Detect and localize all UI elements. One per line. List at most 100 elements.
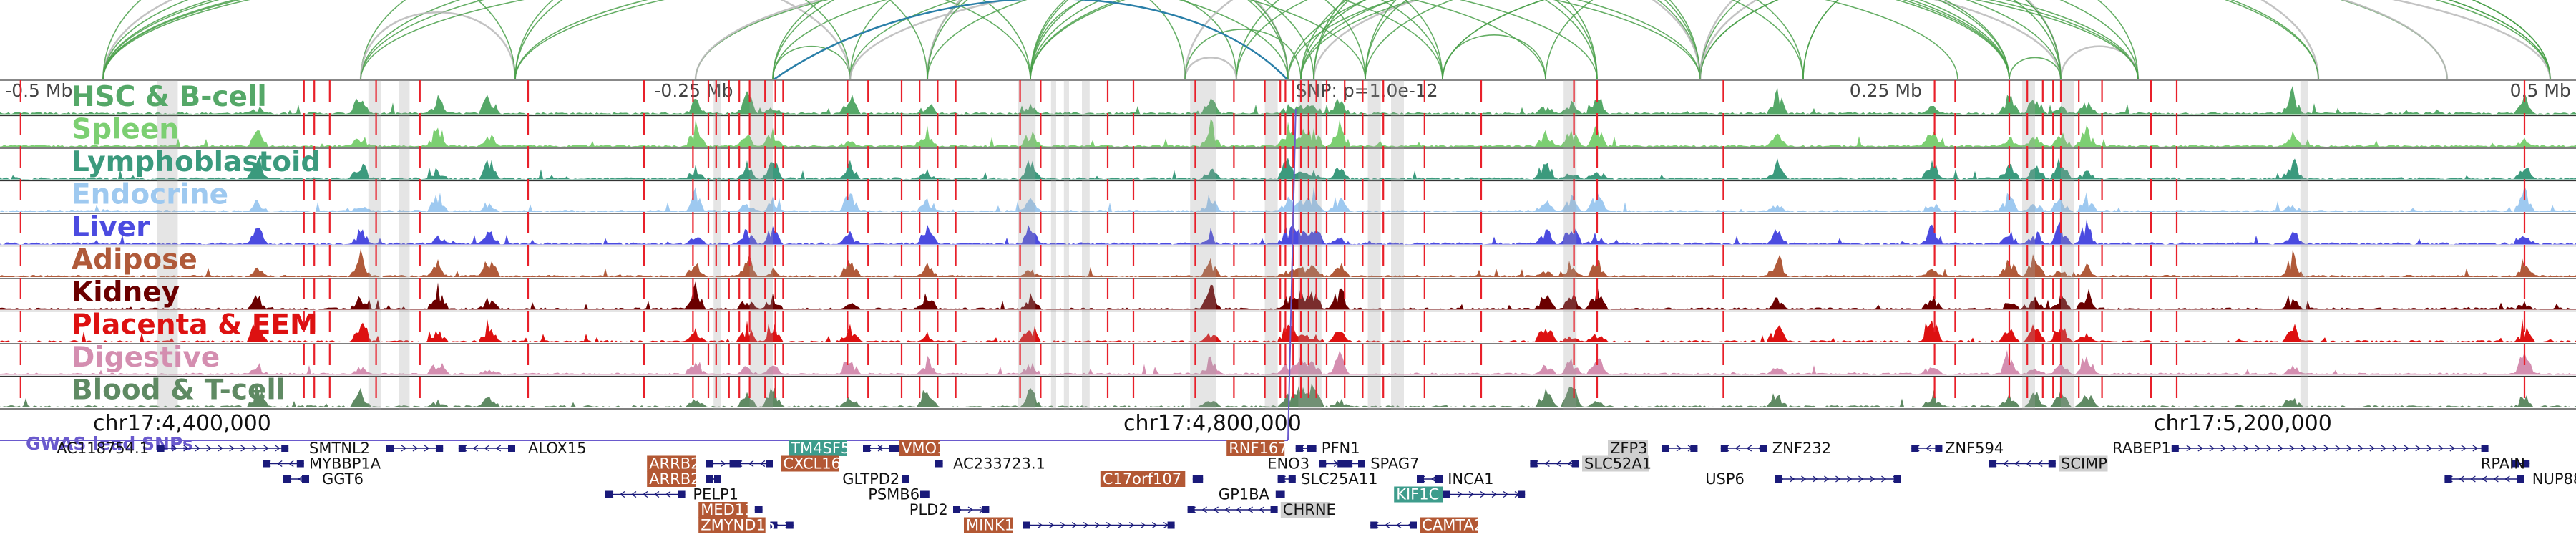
- loop-arc: [1030, 0, 1237, 81]
- gene[interactable]: ZNF232: [1720, 440, 1831, 457]
- signal-track: [0, 86, 2576, 117]
- highlight-band: [1367, 80, 1381, 410]
- gene[interactable]: RABEP1: [2112, 440, 2489, 457]
- signal-track: [0, 185, 2576, 214]
- gene[interactable]: ALOX15: [458, 440, 587, 457]
- coordinate-label: chr17:4,400,000: [93, 411, 271, 436]
- gene[interactable]: SLC25A11: [1277, 470, 1378, 488]
- gene-label: ZMYND15: [701, 517, 775, 534]
- loop-arc: [102, 0, 1031, 81]
- loop-arc: [772, 45, 851, 81]
- loop-arc: [1030, 0, 1289, 81]
- gene[interactable]: ZFP3: [1608, 440, 1698, 457]
- track-label: Placenta & EEM: [72, 309, 318, 342]
- gene[interactable]: SPAG7: [1345, 455, 1419, 473]
- gene[interactable]: GLTPD2: [842, 470, 909, 488]
- gene[interactable]: PSMB6: [868, 486, 930, 503]
- track-label: HSC & B-cell: [72, 81, 267, 113]
- gene[interactable]: AC233723.1: [935, 455, 1045, 473]
- gene[interactable]: VMO1: [863, 440, 946, 457]
- loop-arc: [514, 0, 1031, 81]
- gene[interactable]: ARRB2: [647, 470, 721, 488]
- ruler-label: SNP: p=1.0e-12: [1296, 80, 1438, 101]
- gene-label: CHRNE: [1283, 501, 1336, 518]
- gene-label: MYBBP1A: [309, 455, 381, 473]
- gene-label-box: [698, 517, 766, 533]
- gene[interactable]: INCA1: [1417, 470, 1493, 488]
- gene-label: PSMB6: [868, 486, 919, 503]
- gene[interactable]: GGT6: [283, 470, 364, 488]
- loop-arc: [772, 0, 1443, 81]
- loop-arc: [1030, 0, 1804, 81]
- gene-label: GP1BA: [1219, 486, 1270, 503]
- gene[interactable]: MED11: [698, 501, 763, 518]
- track-label: Endocrine: [72, 179, 228, 211]
- track-label: Adipose: [72, 244, 197, 276]
- gene[interactable]: ZMYND15: [698, 517, 794, 534]
- gene[interactable]: CHRNE: [1187, 501, 1336, 518]
- gene[interactable]: RPAIN: [2481, 455, 2530, 473]
- gene-label-box: [2059, 455, 2108, 472]
- loop-arc: [1365, 0, 2319, 81]
- loop-arc: [1545, 0, 2062, 81]
- highlight-band: [1050, 80, 1056, 410]
- gene[interactable]: GP1BA: [1219, 486, 1285, 503]
- gene[interactable]: SCIMP: [1989, 455, 2108, 473]
- signal-track: [0, 281, 2576, 312]
- ruler-label: -0.5 Mb: [5, 80, 72, 101]
- loop-arc: [360, 0, 1443, 81]
- gene[interactable]: PLD2: [909, 501, 990, 518]
- loop-arc: [1699, 0, 2139, 81]
- gene[interactable]: CXCL16: [734, 455, 841, 473]
- loop-arc: [1312, 0, 2449, 81]
- gene[interactable]: SLC52A1: [1530, 455, 1652, 473]
- loop-arc: [849, 0, 2552, 81]
- loop-arc: [1442, 34, 1546, 81]
- loop-arc: [1699, 0, 2551, 81]
- highlight-band: [2022, 80, 2035, 410]
- loop-arc: [694, 0, 2062, 81]
- gene-label: AC233723.1: [953, 455, 1045, 473]
- gene[interactable]: ARRB2: [647, 455, 737, 473]
- gene[interactable]: USP6: [1705, 470, 1901, 488]
- gene-label-box: [1582, 455, 1649, 472]
- highlight-band: [368, 80, 381, 410]
- gene[interactable]: AC118754.1: [57, 440, 289, 457]
- gene[interactable]: MYBBP1A: [263, 455, 381, 473]
- gene-label: C17orf107: [1103, 470, 1181, 488]
- loop-arc: [359, 11, 517, 81]
- gene[interactable]: ENO3: [1267, 455, 1345, 473]
- gene[interactable]: C17orf107: [1100, 470, 1204, 488]
- gene-label: AC118754.1: [57, 440, 149, 457]
- gene-label: SLC25A11: [1301, 470, 1378, 488]
- gene[interactable]: TM4SF5: [789, 440, 897, 457]
- gene[interactable]: PELP1: [605, 486, 738, 503]
- highlight-band: [1298, 80, 1322, 410]
- loop-arc: [102, 0, 1546, 81]
- distance-ruler: -0.5 Mb -0.25 Mb SNP: p=1.0e-12 0.25 Mb 0.5 …: [0, 79, 2576, 101]
- gene[interactable]: NUP88: [2444, 470, 2576, 488]
- loop-arc: [1313, 0, 1701, 81]
- loop-arc: [2059, 45, 2140, 81]
- gene-label: TM4SF5: [790, 440, 850, 457]
- loop-arc: [1030, 0, 1443, 81]
- gene-label-box: [647, 471, 696, 487]
- gene-label-box: [964, 517, 1013, 533]
- gene[interactable]: CAMTA2: [1370, 517, 1483, 534]
- loop-arc: [102, 0, 1598, 81]
- gene-label-box: [1420, 517, 1478, 533]
- loop-arc: [360, 0, 851, 81]
- highlight-band: [2300, 80, 2308, 410]
- highlight-band: [1190, 80, 1216, 410]
- loop-arc: [1030, 0, 2062, 81]
- gene-label: PFN1: [1322, 440, 1360, 457]
- gene[interactable]: MINK1: [964, 517, 1175, 534]
- gene[interactable]: SMTNL2: [309, 440, 444, 457]
- gene[interactable]: KIF1C: [1394, 486, 1526, 503]
- highlight-band: [1264, 80, 1278, 410]
- gene-label: ZNF232: [1772, 440, 1831, 457]
- loop-arc: [1699, 0, 2320, 81]
- gene[interactable]: PFN1: [1295, 440, 1360, 457]
- gene[interactable]: ZNF594: [1911, 440, 2004, 457]
